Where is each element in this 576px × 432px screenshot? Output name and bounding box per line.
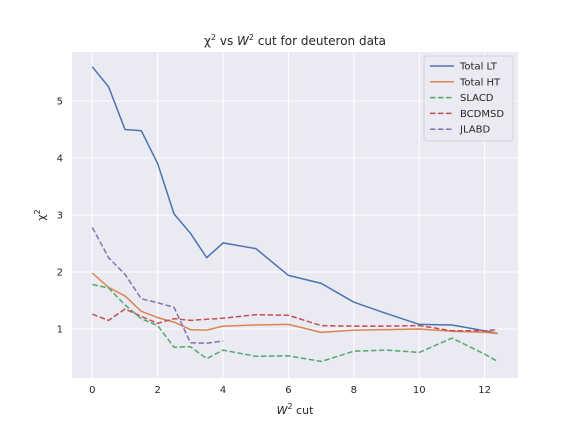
x-tick-label: 10 [413,385,426,396]
series-line-slacd [92,283,499,363]
chart-title: χ2 vs W2 cut for deuteron data [204,33,386,48]
y-tick-label: 5 [57,97,63,108]
x-tick-label: 6 [285,385,291,396]
x-tick-label: 4 [220,385,226,396]
y-tick-label: 2 [57,267,63,278]
legend-label: SLACD [460,93,494,104]
y-axis-label: χ2 [33,209,48,220]
x-axis-label: W2 cut [277,402,315,417]
series-line-total-lt [91,66,498,335]
y-tick-label: 4 [57,154,63,165]
legend: Total LT Total HT SLACD BCDMSD JLABD [423,55,514,142]
y-tick-label: 1 [57,324,63,335]
x-tick-label: 0 [89,385,95,396]
x-tick-label: 8 [351,385,357,396]
legend-label: JLABD [459,125,490,136]
x-tick-label: 2 [154,385,160,396]
legend-label: BCDMSD [460,109,504,120]
legend-label: Total HT [459,77,501,88]
legend-box [423,55,514,142]
series-line-bcdmsd [92,308,498,332]
y-tick-label: 3 [57,211,63,222]
series-lines [91,66,499,363]
x-tick-label: 12 [478,385,491,396]
series-line-jlabd [91,227,224,344]
series-line-total-ht [91,272,498,335]
grid [72,52,518,378]
legend-label: Total LT [459,62,498,73]
